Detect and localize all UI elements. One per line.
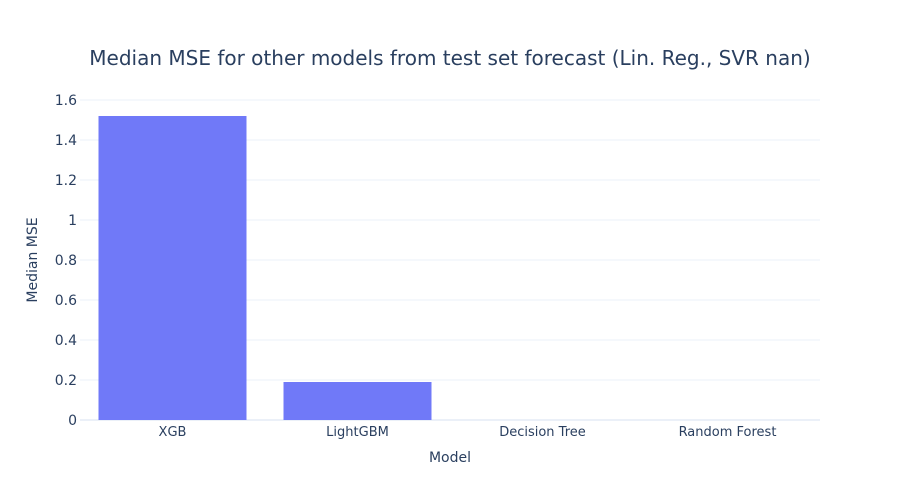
y-tick-label: 1.6 — [55, 93, 77, 109]
y-tick-label: 0.8 — [55, 253, 77, 269]
x-tick-label: Decision Tree — [499, 425, 586, 440]
bars — [98, 116, 432, 420]
y-tick-label: 0.6 — [55, 293, 77, 309]
y-tick-label: 0.4 — [55, 333, 77, 349]
y-axis-title: Median MSE — [25, 217, 41, 302]
x-tick-label: XGB — [159, 425, 187, 440]
x-tick-label: LightGBM — [326, 425, 389, 440]
y-axis-ticks: 0 0.2 0.4 0.6 0.8 1 1.2 1.4 1.6 — [55, 93, 77, 429]
y-tick-label: 0 — [68, 413, 77, 429]
y-tick-label: 1 — [68, 213, 77, 229]
chart-title: Median MSE for other models from test se… — [89, 46, 810, 70]
y-tick-label: 1.2 — [55, 173, 77, 189]
x-tick-label: Random Forest — [679, 425, 777, 440]
bar-xgb[interactable] — [98, 116, 247, 420]
y-tick-label: 1.4 — [55, 133, 77, 149]
x-axis-title: Model — [429, 450, 471, 466]
bar-lightgbm[interactable] — [283, 382, 432, 420]
y-tick-label: 0.2 — [55, 373, 77, 389]
x-axis-ticks: XGB LightGBM Decision Tree Random Forest — [159, 425, 777, 440]
